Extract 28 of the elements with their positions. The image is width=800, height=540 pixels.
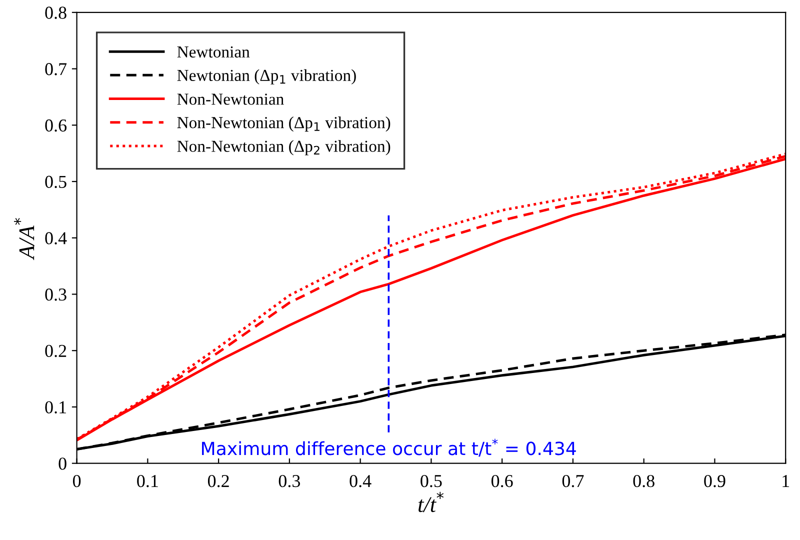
legend-label: Non-Newtonian (Δp$_{2}$ vibration) (177, 140, 390, 156)
x-tick-label: 0 (72, 474, 81, 488)
x-tick-label: 0.3 (278, 474, 300, 488)
y-axis-title: A/A$^{*}$ (14, 218, 34, 260)
y-tick-label: 0.1 (45, 401, 66, 414)
y-tick-label: 0.7 (45, 63, 67, 76)
legend-label: Non-Newtonian (Δp$_{1}$ vibration) (177, 116, 390, 132)
x-axis-title: t/t$^{*}$ (418, 492, 444, 512)
legend-label: Newtonian (177, 46, 250, 58)
y-tick-label: 0.6 (45, 119, 67, 132)
x-tick-label: 0.5 (420, 474, 442, 488)
x-tick-label: 0.4 (350, 474, 372, 488)
x-tick-label: 0.9 (704, 474, 726, 488)
y-tick-label: 0.5 (45, 176, 66, 188)
y-tick-label: 0.4 (45, 232, 67, 244)
y-tick-label: 0.8 (45, 6, 66, 19)
x-tick-label: 0.6 (491, 474, 513, 488)
annotation: Maximum difference occur at t/t$^{*}$ = 0.434 (202, 438, 576, 457)
y-tick-label: 0 (58, 458, 66, 470)
legend-label: Non-Newtonian (177, 94, 284, 105)
y-tick-label: 0.3 (45, 288, 66, 301)
x-tick-label: 0.8 (633, 474, 654, 488)
x-tick-label: 0.7 (562, 474, 584, 488)
legend-label: Newtonian (Δp$_{1}$ vibration) (177, 69, 356, 84)
x-tick-label: 0.1 (137, 474, 158, 488)
y-tick-label: 0.2 (45, 344, 66, 358)
x-tick-label: 0.2 (208, 474, 229, 488)
x-tick-label: 1 (782, 475, 790, 487)
